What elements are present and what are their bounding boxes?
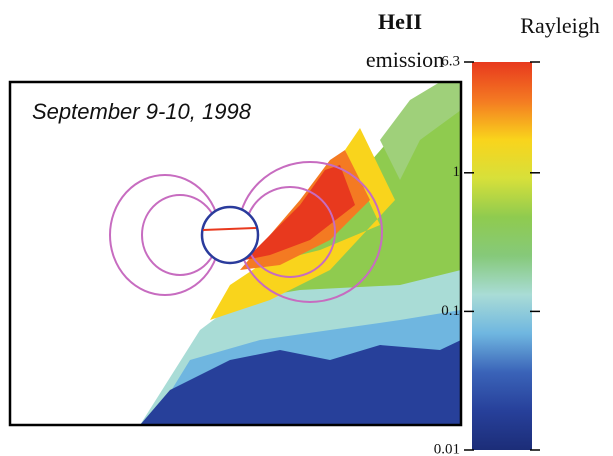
- colorbar-title: emission: [366, 47, 444, 72]
- colorbar-title: HeII: [378, 9, 422, 34]
- emission-map: [140, 82, 461, 425]
- date-annotation: September 9-10, 1998: [32, 99, 252, 124]
- colorbar-tick-label: 6.3: [441, 53, 460, 69]
- map-region: [210, 128, 395, 320]
- map-region: [140, 340, 461, 425]
- sun-disk: [200, 205, 260, 265]
- map-region: [380, 82, 461, 180]
- map-frame: [8, 80, 463, 427]
- colorbar-tick-label: 0.1: [441, 303, 460, 319]
- equator: [202, 227, 257, 231]
- colorbar-tick-label: 1: [453, 164, 461, 180]
- colorbar: [472, 62, 532, 450]
- colorbar-unit: Rayleigh: [520, 13, 599, 38]
- map-region: [245, 165, 355, 260]
- colorbar-tick-label: 0.01: [434, 441, 460, 456]
